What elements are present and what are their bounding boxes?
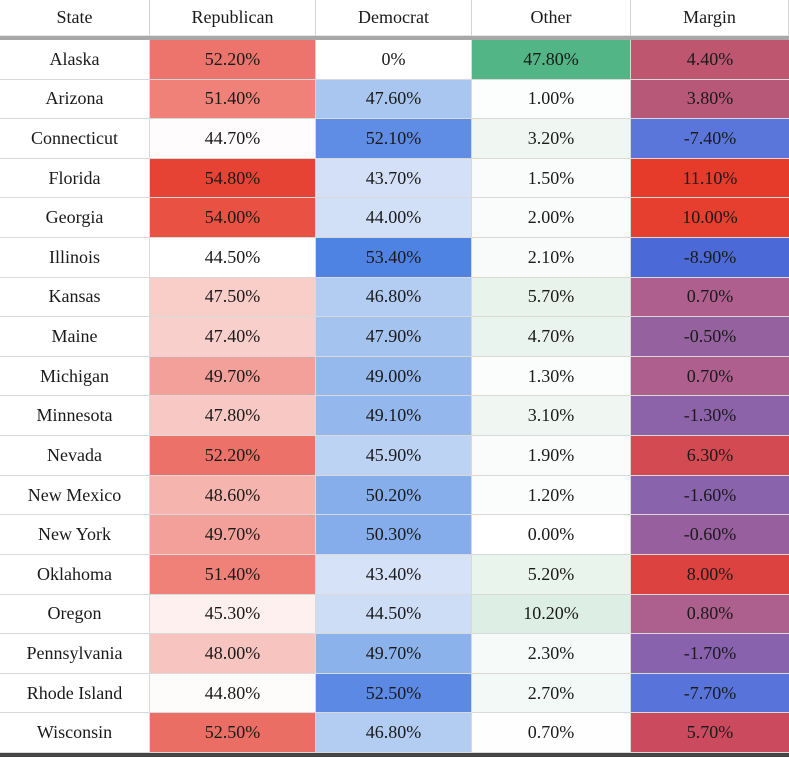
margin-value-cell: 11.10% (631, 158, 789, 199)
other-value-cell: 1.30% (472, 356, 631, 397)
democrat-value-cell: 47.60% (316, 79, 472, 120)
column-header-other: Other (472, 0, 631, 36)
other-value-cell: 2.10% (472, 238, 631, 278)
other-value-cell: 2.00% (472, 198, 631, 239)
democrat-value-cell: 44.00% (316, 198, 472, 239)
margin-value-cell: 10.00% (631, 198, 789, 239)
margin-value-cell: -7.70% (631, 673, 789, 714)
republican-value-cell: 49.70% (150, 515, 316, 555)
republican-value-cell: 44.70% (150, 119, 316, 159)
margin-value-cell: 8.00% (631, 554, 789, 595)
other-value-cell: 2.30% (472, 634, 631, 674)
other-value-cell: 1.20% (472, 475, 631, 516)
header-separator-bar (0, 36, 789, 40)
margin-value-cell: -1.70% (631, 634, 789, 674)
republican-value-cell: 48.00% (150, 634, 316, 674)
other-value-cell: 4.70% (472, 317, 631, 357)
state-name-cell: Nevada (0, 436, 150, 476)
state-name-cell: Michigan (0, 356, 150, 397)
other-value-cell: 5.70% (472, 277, 631, 318)
state-name-cell: Oklahoma (0, 554, 150, 595)
state-name-cell: Rhode Island (0, 673, 150, 714)
state-name-cell: Maine (0, 317, 150, 357)
margin-value-cell: 6.30% (631, 436, 789, 476)
state-name-cell: Alaska (0, 40, 150, 80)
other-value-cell: 47.80% (472, 40, 631, 80)
margin-value-cell: -0.60% (631, 515, 789, 555)
margin-value-cell: 0.70% (631, 277, 789, 318)
state-name-cell: Minnesota (0, 396, 150, 437)
margin-value-cell: -1.60% (631, 475, 789, 516)
democrat-value-cell: 53.40% (316, 238, 472, 278)
republican-value-cell: 52.20% (150, 40, 316, 80)
democrat-value-cell: 44.50% (316, 594, 472, 635)
democrat-value-cell: 43.40% (316, 554, 472, 595)
republican-value-cell: 47.80% (150, 396, 316, 437)
republican-value-cell: 48.60% (150, 475, 316, 516)
state-name-cell: Pennsylvania (0, 634, 150, 674)
democrat-value-cell: 49.70% (316, 634, 472, 674)
other-value-cell: 1.50% (472, 158, 631, 199)
state-name-cell: Georgia (0, 198, 150, 239)
republican-value-cell: 52.20% (150, 436, 316, 476)
margin-value-cell: -0.50% (631, 317, 789, 357)
republican-value-cell: 54.00% (150, 198, 316, 239)
other-value-cell: 2.70% (472, 673, 631, 714)
state-name-cell: Connecticut (0, 119, 150, 159)
margin-value-cell: 0.70% (631, 356, 789, 397)
other-value-cell: 0.70% (472, 713, 631, 753)
column-header-state: State (0, 0, 150, 36)
margin-value-cell: 0.80% (631, 594, 789, 635)
other-value-cell: 10.20% (472, 594, 631, 635)
margin-value-cell: 5.70% (631, 713, 789, 753)
republican-value-cell: 44.80% (150, 673, 316, 714)
state-name-cell: Kansas (0, 277, 150, 318)
state-name-cell: Arizona (0, 79, 150, 120)
democrat-value-cell: 52.50% (316, 673, 472, 714)
democrat-value-cell: 46.80% (316, 277, 472, 318)
democrat-value-cell: 49.10% (316, 396, 472, 437)
margin-value-cell: -1.30% (631, 396, 789, 437)
column-header-democrat: Democrat (316, 0, 472, 36)
other-value-cell: 3.10% (472, 396, 631, 437)
republican-value-cell: 54.80% (150, 158, 316, 199)
margin-value-cell: 3.80% (631, 79, 789, 120)
column-header-margin: Margin (631, 0, 789, 36)
republican-value-cell: 52.50% (150, 713, 316, 753)
margin-value-cell: -7.40% (631, 119, 789, 159)
state-name-cell: New Mexico (0, 475, 150, 516)
column-header-republican: Republican (150, 0, 316, 36)
democrat-value-cell: 45.90% (316, 436, 472, 476)
margin-value-cell: 4.40% (631, 40, 789, 80)
other-value-cell: 1.00% (472, 79, 631, 120)
margin-value-cell: -8.90% (631, 238, 789, 278)
other-value-cell: 1.90% (472, 436, 631, 476)
state-name-cell: Wisconsin (0, 713, 150, 753)
state-name-cell: Illinois (0, 238, 150, 278)
democrat-value-cell: 47.90% (316, 317, 472, 357)
democrat-value-cell: 49.00% (316, 356, 472, 397)
republican-value-cell: 47.40% (150, 317, 316, 357)
republican-value-cell: 44.50% (150, 238, 316, 278)
democrat-value-cell: 0% (316, 40, 472, 80)
democrat-value-cell: 50.20% (316, 475, 472, 516)
republican-value-cell: 51.40% (150, 79, 316, 120)
other-value-cell: 3.20% (472, 119, 631, 159)
table-bottom-bar (0, 752, 789, 757)
republican-value-cell: 51.40% (150, 554, 316, 595)
state-name-cell: New York (0, 515, 150, 555)
democrat-value-cell: 46.80% (316, 713, 472, 753)
democrat-value-cell: 52.10% (316, 119, 472, 159)
state-name-cell: Florida (0, 158, 150, 199)
democrat-value-cell: 43.70% (316, 158, 472, 199)
state-name-cell: Oregon (0, 594, 150, 635)
republican-value-cell: 47.50% (150, 277, 316, 318)
republican-value-cell: 49.70% (150, 356, 316, 397)
democrat-value-cell: 50.30% (316, 515, 472, 555)
republican-value-cell: 45.30% (150, 594, 316, 635)
other-value-cell: 0.00% (472, 515, 631, 555)
other-value-cell: 5.20% (472, 554, 631, 595)
